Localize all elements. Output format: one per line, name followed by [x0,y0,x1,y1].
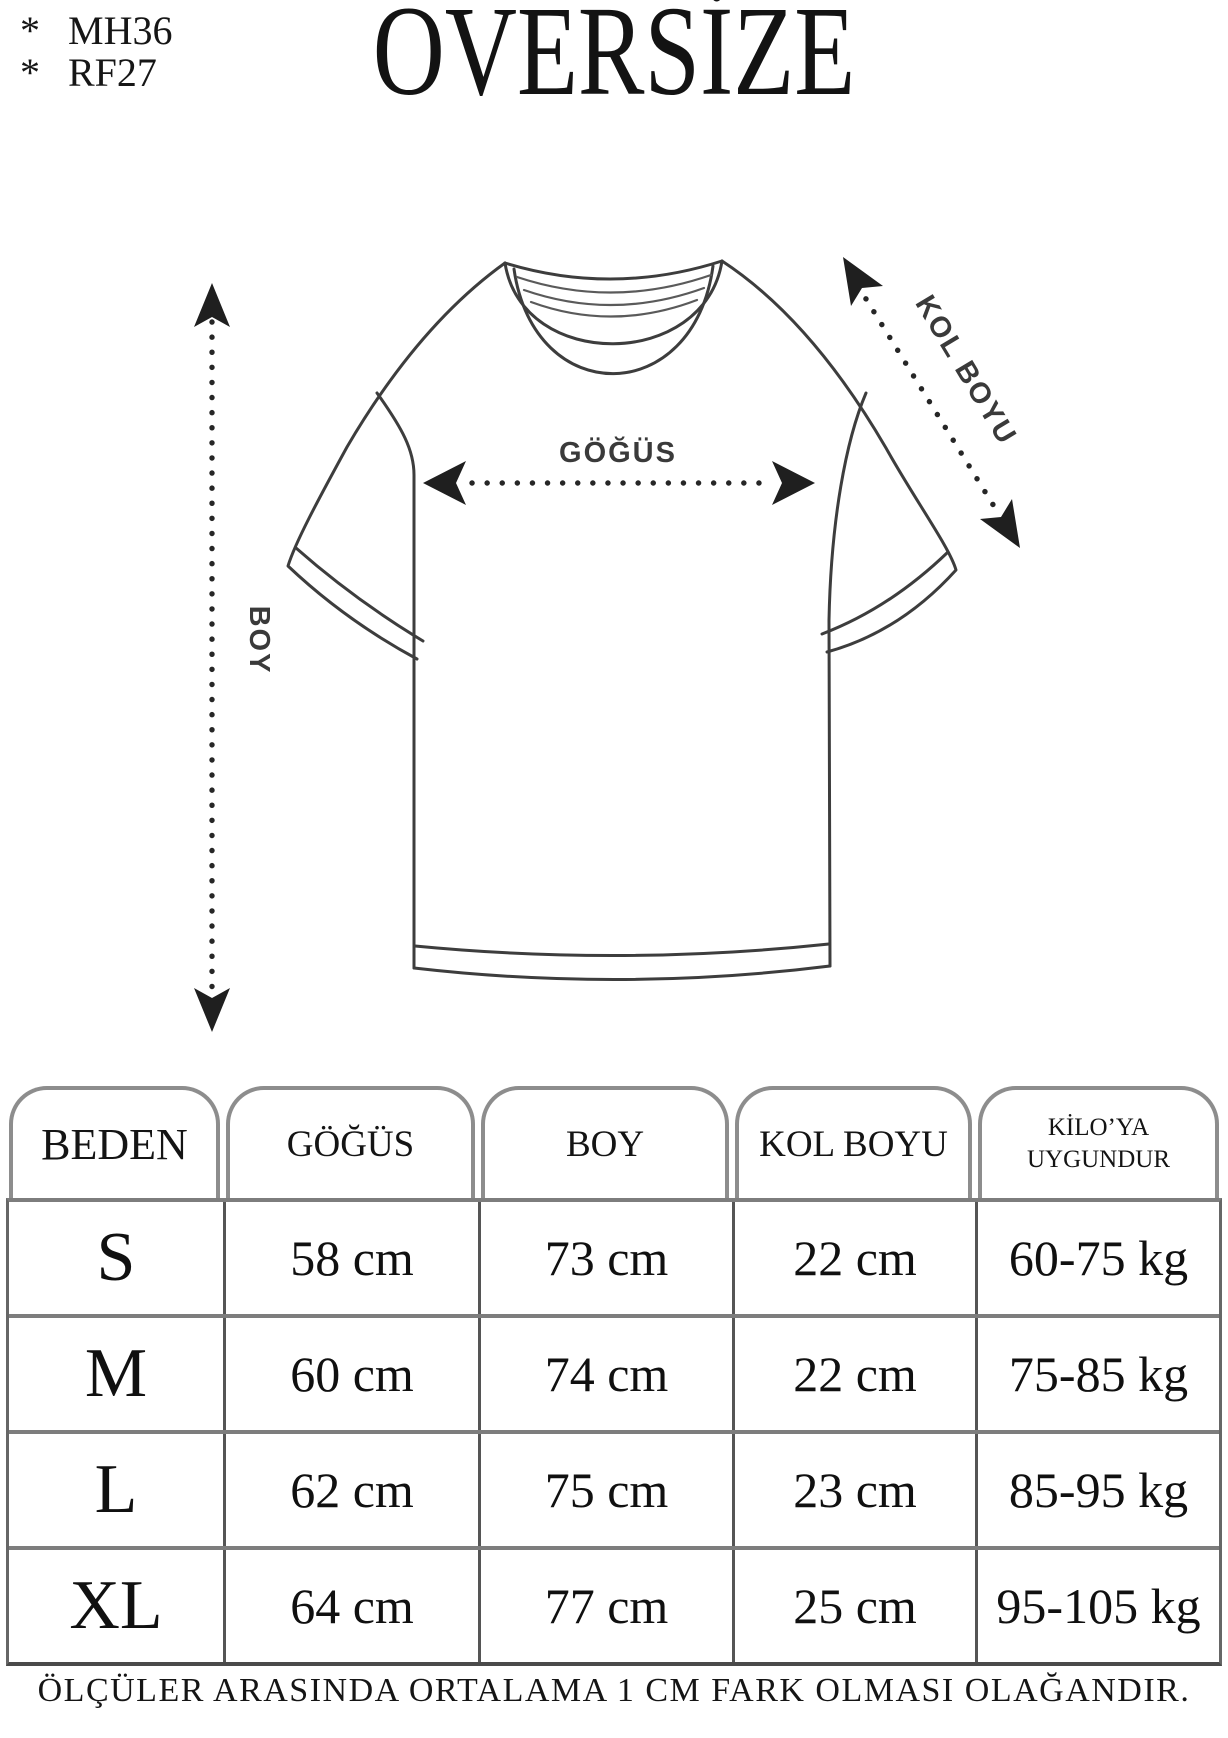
cell-sleeve: 22 cm [732,1202,975,1314]
header-label: KİLO’YA UYGUNDUR [1026,1113,1171,1174]
table-row-s: S 58 cm 73 cm 22 cm 60-75 kg [9,1202,1219,1318]
header-label: GÖĞÜS [286,1123,415,1165]
cell-sleeve: 22 cm [732,1318,975,1430]
header-beden: BEDEN [9,1086,220,1198]
cell-length: 75 cm [478,1434,732,1546]
cell-weight: 75-85 kg [975,1318,1219,1430]
cell-size: M [84,1335,148,1412]
chest-measure-label: GÖĞÜS [559,435,677,469]
cell-sleeve: 25 cm [732,1550,975,1662]
header-label: BOY [565,1123,645,1165]
header-label: KOL BOYU [759,1123,948,1165]
header-gogus: GÖĞÜS [226,1086,475,1198]
cell-size: S [96,1219,136,1296]
arrowhead-down-icon [194,988,230,1032]
table-header-row: BEDEN GÖĞÜS BOY KOL BOYU KİLO’YA UYGUNDU… [6,1086,1222,1198]
header-boy: BOY [481,1086,729,1198]
header-kol-boyu: KOL BOYU [735,1086,972,1198]
product-code-row: * RF27 [20,52,172,94]
sleeve-measure-label: KOL BOYU [909,290,1023,451]
asterisk-bullet: * [20,50,40,95]
table-row-m: M 60 cm 74 cm 22 cm 75-85 kg [9,1318,1219,1434]
cell-weight: 85-95 kg [975,1434,1219,1546]
length-arrow [194,283,230,1032]
cell-chest: 58 cm [223,1202,478,1314]
cell-size: XL [69,1567,163,1644]
tshirt-measurement-diagram: BOY GÖĞÜS KOL BOYU [194,257,1023,1032]
cell-chest: 62 cm [223,1434,478,1546]
cell-sleeve: 23 cm [732,1434,975,1546]
sleeve-arrow [843,257,1020,548]
size-table: BEDEN GÖĞÜS BOY KOL BOYU KİLO’YA UYGUNDU… [6,1086,1222,1666]
arrowhead-downright-icon [980,499,1020,548]
length-measure-label: BOY [243,606,275,675]
cell-weight: 60-75 kg [975,1202,1219,1314]
page-title: OVERSİZE [372,0,856,122]
arrowhead-up-icon [194,283,230,327]
asterisk-bullet: * [20,8,40,53]
header-kiloya-uygundur: KİLO’YA UYGUNDUR [978,1086,1219,1198]
product-codes: * MH36 * RF27 [20,10,172,94]
cell-length: 77 cm [478,1550,732,1662]
product-code-label: MH36 [68,8,173,53]
header-label: BEDEN [41,1119,188,1169]
product-code-row: * MH36 [20,10,172,52]
arrowhead-upleft-icon [843,257,883,306]
arrowhead-right-icon [772,461,815,505]
cell-size: L [94,1451,138,1528]
table-body: S 58 cm 73 cm 22 cm 60-75 kg M 60 cm 74 … [6,1198,1222,1666]
cell-length: 74 cm [478,1318,732,1430]
arrowhead-left-icon [423,461,466,505]
chest-arrow [423,461,815,505]
tshirt-drawing [286,259,958,982]
table-row-l: L 62 cm 75 cm 23 cm 85-95 kg [9,1434,1219,1550]
cell-chest: 64 cm [223,1550,478,1662]
table-row-xl: XL 64 cm 77 cm 25 cm 95-105 kg [9,1550,1219,1662]
cell-weight: 95-105 kg [975,1550,1219,1662]
cell-chest: 60 cm [223,1318,478,1430]
cell-length: 73 cm [478,1202,732,1314]
measurement-note: ÖLÇÜLER ARASINDA ORTALAMA 1 CM FARK OLMA… [37,1672,1191,1709]
product-code-label: RF27 [68,50,157,95]
